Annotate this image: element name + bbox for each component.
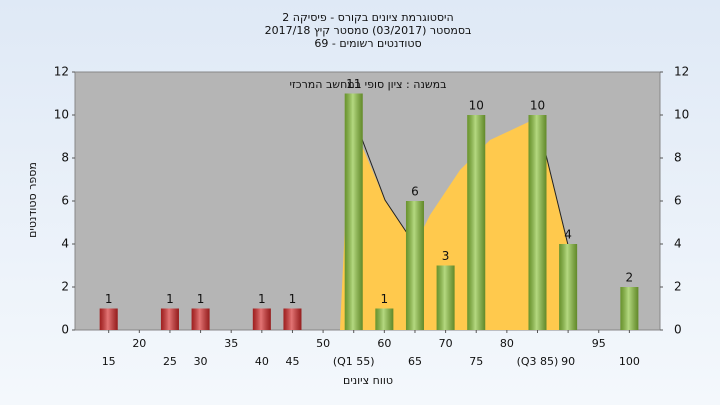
- value-label: 3: [442, 249, 450, 263]
- bar-shade: [405, 201, 424, 330]
- bar-shade: [252, 308, 271, 330]
- x-tick-label: 100: [619, 355, 640, 368]
- bar-shade: [559, 244, 578, 330]
- x-tick-label: 20: [132, 337, 146, 350]
- bar-shade: [467, 115, 486, 330]
- bar-shade: [344, 93, 363, 330]
- y-tick-label: 10: [54, 108, 69, 122]
- x-tick-label: 70: [439, 337, 453, 350]
- x-tick-label: 60: [377, 337, 391, 350]
- value-label: 4: [564, 228, 572, 242]
- y2-tick-label: 0: [674, 323, 682, 337]
- x-tick-label: 35: [224, 337, 238, 350]
- fit-line: [353, 117, 416, 246]
- x-tick-label: 40: [255, 355, 269, 368]
- y2-tick-label: 8: [674, 151, 682, 165]
- value-label: 1: [197, 292, 205, 306]
- value-label: 1: [381, 292, 389, 306]
- value-label: 1: [166, 292, 174, 306]
- y2-tick-label: 4: [674, 237, 682, 251]
- bar-shade: [528, 115, 547, 330]
- y-tick-label: 8: [61, 151, 69, 165]
- y-axis-title: מספר סטודנטים: [26, 162, 39, 238]
- bar-shade: [283, 308, 302, 330]
- title: בסמסטר (03/2017) סמסטר קיץ 2017/18: [265, 24, 472, 37]
- title: היסטוגרמת ציונים בקורס - פיסיקה 2: [282, 11, 453, 24]
- bar-shade: [375, 308, 394, 330]
- y2-tick-label: 6: [674, 194, 682, 208]
- value-label: 1: [258, 292, 266, 306]
- y2-tick-label: 2: [674, 280, 682, 294]
- x-tick-label: 30: [194, 355, 208, 368]
- value-label: 2: [626, 271, 634, 285]
- x-tick-label: (Q1 55): [333, 355, 375, 368]
- bar-shade: [160, 308, 179, 330]
- x-tick-label: 75: [469, 355, 483, 368]
- bar-shade: [620, 287, 639, 330]
- value-label: 1: [289, 292, 297, 306]
- value-label: 1: [105, 292, 113, 306]
- x-tick-label: 80: [500, 337, 514, 350]
- bar-shade: [436, 265, 455, 330]
- y-tick-label: 0: [61, 323, 69, 337]
- title: סטודנטים רשומים - 69: [314, 37, 421, 50]
- y-tick-label: 12: [54, 65, 69, 79]
- x-tick-label: 95: [592, 337, 606, 350]
- y-tick-label: 6: [61, 194, 69, 208]
- y-tick-label: 4: [61, 237, 69, 251]
- value-label: 11: [346, 77, 361, 91]
- x-tick-label: 25: [163, 355, 177, 368]
- value-label: 6: [411, 185, 419, 199]
- x-axis-title: טווח ציונים: [343, 374, 393, 387]
- bar-shade: [191, 308, 210, 330]
- x-tick-label: 50: [316, 337, 330, 350]
- x-tick-label: (Q3 85): [517, 355, 559, 368]
- y2-tick-label: 10: [674, 108, 689, 122]
- x-tick-label: 90: [561, 355, 575, 368]
- x-tick-label: 15: [102, 355, 116, 368]
- y-tick-label: 2: [61, 280, 69, 294]
- fit-area: [340, 118, 570, 330]
- annotation: במשנה : ציון סופי במחשב המרכזי: [290, 78, 447, 91]
- bar-shade: [99, 308, 118, 330]
- x-tick-label: 45: [285, 355, 299, 368]
- value-label: 10: [469, 99, 484, 113]
- value-label: 10: [530, 99, 545, 113]
- y2-tick-label: 12: [674, 65, 689, 79]
- x-tick-label: 65: [408, 355, 422, 368]
